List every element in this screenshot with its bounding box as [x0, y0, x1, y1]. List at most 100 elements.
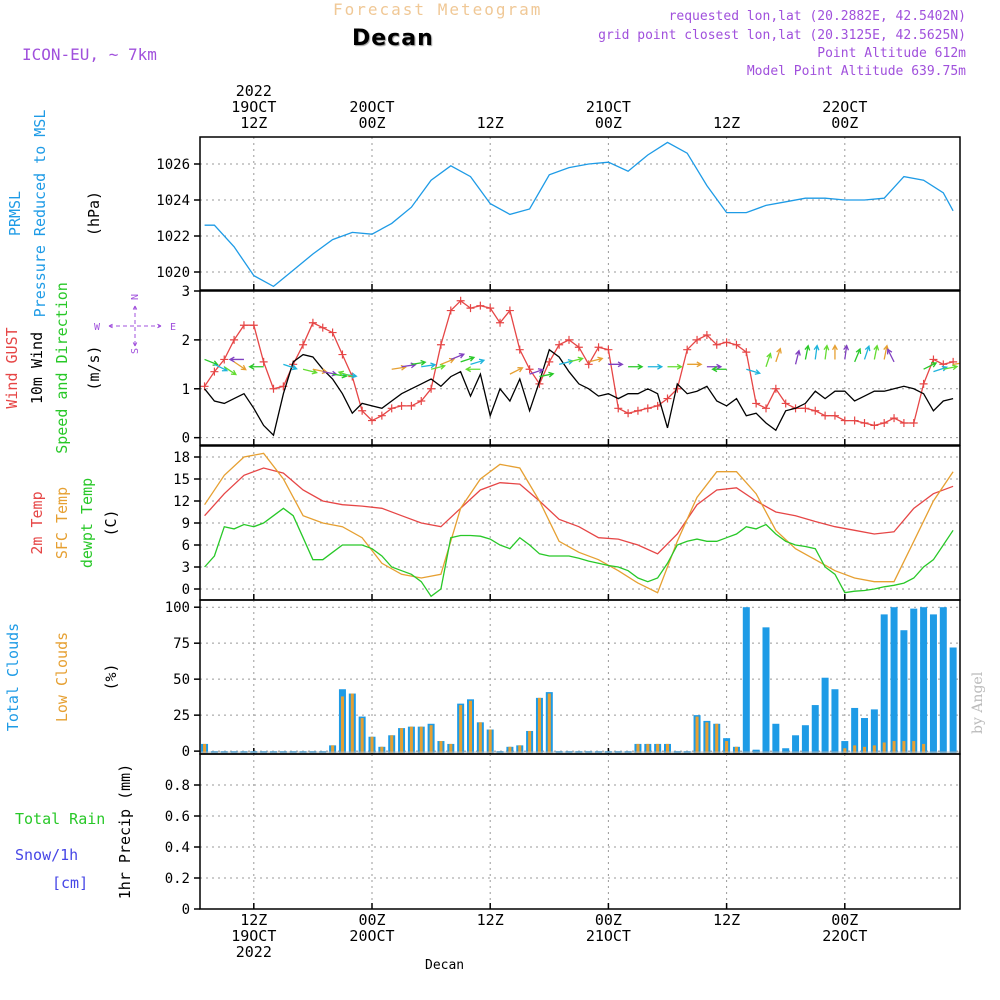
panel-axis-label: 1hr Precip (mm) — [116, 764, 134, 899]
low-cloud-bar — [922, 743, 926, 754]
y-tick-label: 1024 — [156, 193, 190, 209]
wind-direction-arrow — [223, 366, 238, 376]
panel-data — [200, 296, 960, 437]
compass-rose: N S W E — [94, 294, 176, 354]
gust-marker — [387, 404, 396, 413]
time-axis-label: 00Z — [358, 911, 385, 929]
low-cloud-bar — [636, 743, 640, 754]
total-cloud-bar — [910, 608, 918, 754]
gust-marker — [358, 406, 367, 415]
gust-marker — [574, 343, 583, 352]
y-tick-label: 18 — [173, 450, 190, 466]
y-tick-label: 15 — [173, 472, 190, 488]
wind-direction-arrow — [440, 357, 456, 365]
panel-axis-label: Speed and Direction — [53, 282, 71, 454]
gust-marker — [663, 394, 672, 403]
gust-marker — [880, 419, 889, 427]
gust-marker — [594, 343, 603, 352]
low-cloud-bar — [350, 693, 354, 754]
y-tick-label: 3 — [182, 284, 190, 300]
low-cloud-bar — [459, 705, 463, 754]
panel-frame — [199, 599, 961, 755]
low-cloud-bar — [547, 693, 551, 754]
gust-marker — [919, 379, 928, 388]
wind-direction-arrow — [823, 344, 830, 360]
gust-marker — [633, 406, 642, 415]
wind-direction-arrow — [283, 363, 298, 371]
total-cloud-bar — [782, 748, 790, 754]
low-cloud-bar — [892, 741, 896, 754]
time-axis-label: 20OCT — [349, 927, 394, 945]
y-tick-label: 3 — [182, 560, 190, 576]
time-axis-label: 22OCT — [822, 927, 867, 945]
low-cloud-bar — [725, 741, 729, 754]
gust-marker — [368, 416, 376, 425]
wind-direction-arrow — [765, 352, 772, 367]
low-cloud-bar — [390, 735, 394, 754]
total-cloud-bar — [801, 725, 809, 754]
low-cloud-bar — [882, 742, 886, 754]
low-cloud-bar — [843, 748, 847, 754]
total-cloud-bar — [900, 630, 908, 754]
panel-axis-label: 10m Wind — [28, 332, 46, 404]
gust-marker — [850, 416, 859, 425]
y-tick-label: 2 — [182, 333, 190, 349]
panel-data — [200, 607, 960, 754]
gust-marker — [476, 301, 485, 310]
precip-legend-label: Snow/1h — [15, 846, 78, 864]
wind-direction-arrow — [667, 363, 683, 370]
wind-direction-arrow — [568, 356, 584, 363]
panel-axis-label: (C) — [102, 509, 120, 536]
gust-marker — [308, 318, 317, 327]
gust-marker — [269, 384, 278, 393]
gust-marker — [712, 340, 721, 349]
gust-marker — [811, 406, 820, 415]
compass-arrows — [108, 305, 162, 347]
gust-marker — [417, 397, 426, 405]
panel-clouds: 0 25 50 75 100 Total Clouds Low Clouds (%) — [4, 599, 961, 760]
low-cloud-bar — [912, 741, 916, 754]
wind-direction-arrow — [608, 361, 624, 368]
gust-marker — [318, 323, 327, 332]
y-tick-label: 0.2 — [165, 871, 190, 887]
gust-marker — [771, 384, 780, 393]
panel-frame — [199, 290, 961, 446]
y-tick-label: 0 — [182, 744, 190, 760]
panel-wind: 0 1 2 3 Wind GUST 10m Wind Speed and Direction… — [3, 282, 961, 454]
low-cloud-bar — [400, 728, 404, 754]
panel-axis-label: Pressure Reduced to MSL — [31, 110, 49, 318]
gust-marker — [624, 409, 633, 418]
gust-marker — [515, 345, 524, 354]
gust-marker — [328, 328, 337, 337]
wind-direction-arrow — [873, 344, 880, 360]
low-cloud-bar — [902, 741, 906, 754]
gust-marker — [230, 335, 239, 344]
wind-direction-arrow — [411, 359, 427, 366]
wind-direction-arrow — [804, 344, 811, 360]
wind-direction-arrow — [539, 371, 555, 378]
low-cloud-bar — [409, 726, 413, 754]
gust-marker — [929, 355, 938, 364]
gust-marker — [259, 357, 268, 366]
wind-direction-arrow — [854, 347, 862, 363]
compass-n: N — [130, 294, 141, 300]
gust-marker — [466, 304, 475, 313]
series-line-2m-temp — [204, 467, 954, 555]
gust-marker — [220, 355, 229, 364]
panel-axis-label: 2m Temp — [28, 491, 46, 554]
low-cloud-bar — [340, 696, 344, 754]
series-line-dewpt-temp — [204, 507, 954, 598]
gust-marker — [830, 411, 839, 420]
wind-direction-arrow — [843, 344, 850, 360]
gust-marker — [899, 419, 908, 427]
gust-marker — [722, 338, 731, 347]
wind-direction-arrow — [775, 347, 782, 363]
y-tick-label: 1020 — [156, 265, 190, 281]
gust-marker — [890, 414, 899, 423]
wind-direction-arrow — [421, 362, 437, 369]
y-tick-label: 6 — [182, 538, 190, 554]
low-cloud-bar — [488, 729, 492, 754]
y-tick-label: 0 — [182, 902, 190, 918]
gust-marker — [555, 340, 564, 349]
low-cloud-bar — [666, 743, 669, 754]
